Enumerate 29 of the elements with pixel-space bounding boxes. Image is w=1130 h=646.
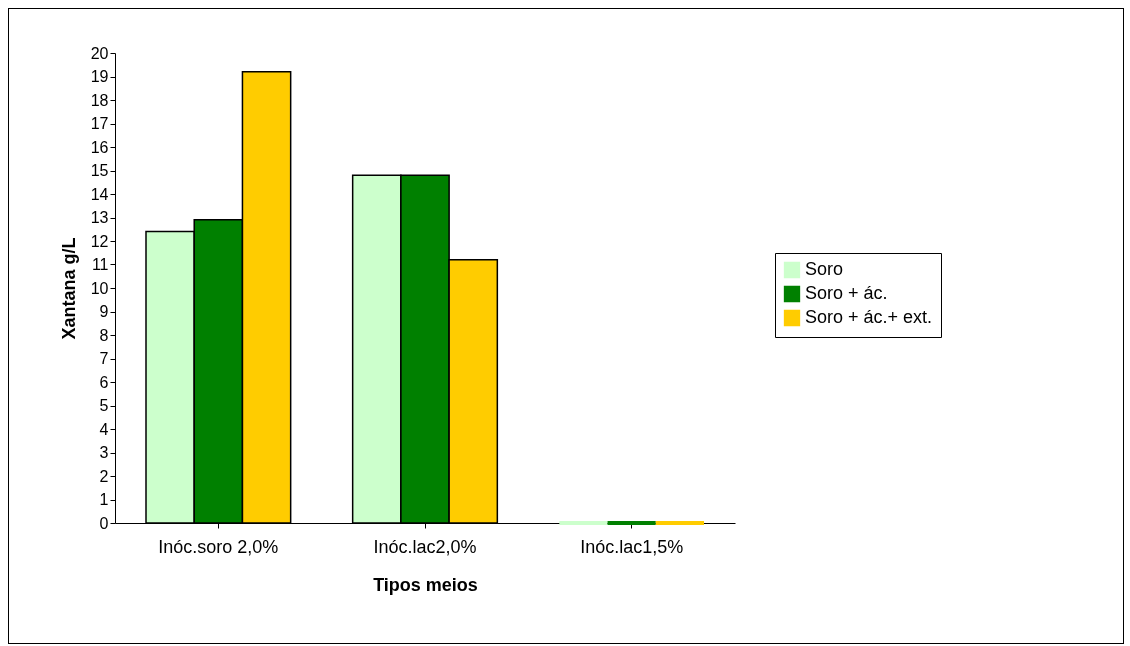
y-tick-label: 12 xyxy=(90,232,109,250)
y-tick-label: 2 xyxy=(99,467,109,485)
y-tick-label: 14 xyxy=(90,185,109,203)
y-tick-label: 1 xyxy=(99,491,109,508)
y-axis-title: Xantana g/L xyxy=(58,237,79,340)
y-tick-label: 13 xyxy=(90,209,109,226)
legend-label: Soro xyxy=(805,259,844,279)
y-tick-label: 8 xyxy=(99,326,109,344)
y-tick-label: 20 xyxy=(90,44,109,62)
y-tick-label: 0 xyxy=(99,514,109,532)
y-tick-label: 9 xyxy=(99,303,109,320)
y-tick-label: 11 xyxy=(91,256,109,273)
y-tick-label: 7 xyxy=(99,350,109,367)
y-tick-label: 4 xyxy=(99,420,109,438)
y-tick-label: 3 xyxy=(99,444,109,461)
y-tick-label: 16 xyxy=(90,138,109,156)
x-tick-label: Inóc.lac2,0% xyxy=(373,536,477,557)
x-axis-title: Tipos meios xyxy=(373,574,478,595)
y-tick-label: 6 xyxy=(99,373,109,391)
x-tick-label: Inóc.soro 2,0% xyxy=(158,536,279,557)
y-tick-label: 18 xyxy=(90,91,109,109)
y-tick-label: 10 xyxy=(90,279,109,297)
legend-label: Soro + ác. xyxy=(805,283,888,303)
y-tick-label: 17 xyxy=(90,115,109,132)
y-tick-label: 19 xyxy=(90,68,109,85)
x-tick-label: Inóc.lac1,5% xyxy=(580,536,684,557)
y-tick-label: 5 xyxy=(99,397,109,414)
legend-label: Soro + ác.+ ext. xyxy=(805,307,933,327)
y-tick-label: 15 xyxy=(90,162,109,179)
